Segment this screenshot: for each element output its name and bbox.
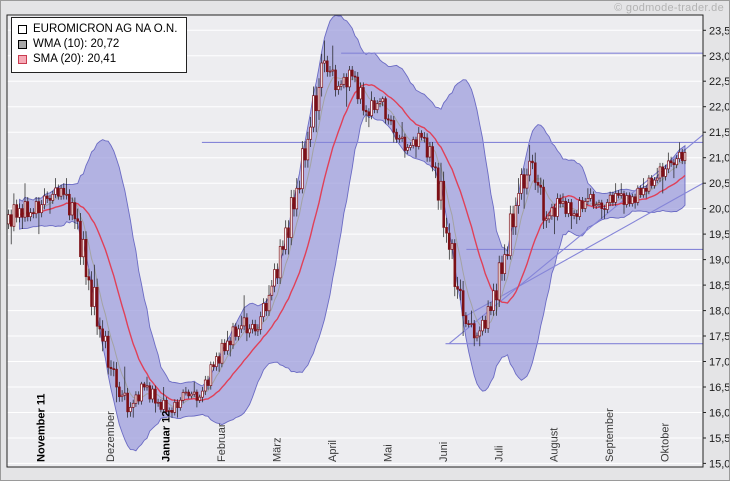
y-axis-tick-label: 21,0 [709,153,730,165]
y-axis-tick-label: 20,5 [709,178,730,190]
y-axis-tick-label: 23,0 [709,51,730,63]
y-axis: 23,5 23,0 22,5 22,0 21,5 21,0 20,5 20,0 19,5 19,0… [703,25,730,470]
legend-row-sma: SMA (20): 20,41 [18,52,177,67]
y-axis-tick-label: 22,5 [709,76,730,88]
y-axis-tick-label: 18,5 [709,280,730,292]
watermark: © godmode-trader.de [614,2,724,14]
y-axis-tick-label: 15,5 [709,433,730,445]
month-label: Juli [493,445,505,462]
month-label: September [604,408,616,462]
y-axis-tick-label: 17,0 [709,357,730,369]
month-label: November 11 [36,394,48,462]
wma-series-swatch-icon [18,40,27,49]
month-label: Februar [216,423,228,462]
y-axis-tick-label: 19,5 [709,229,730,241]
month-label: Juni [438,442,450,462]
y-axis-tick-label: 19,0 [709,255,730,267]
y-axis-tick-label: 23,5 [709,25,730,37]
sma-series-swatch-icon [18,55,27,64]
candles [7,40,687,418]
bollinger-band [19,15,686,452]
y-axis-tick-label: 15,0 [709,458,730,470]
month-label: August [549,428,561,462]
instrument-title: EUROMICRON AG NA O.N. [33,23,178,35]
month-label: April [327,440,339,462]
price-series-swatch-icon [18,25,27,34]
y-axis-tick-label: 18,0 [709,306,730,318]
wma-line [16,77,686,408]
y-axis-tick-label: 21,5 [709,127,730,139]
month-label: Mai [382,444,394,462]
trend-line [466,182,703,317]
month-label: Dezember [105,411,117,462]
sma-line [16,83,686,402]
month-label: März [271,438,283,462]
y-axis-tick-label: 17,5 [709,331,730,343]
y-axis-tick-label: 16,5 [709,382,730,394]
month-label: Oktober [660,423,672,462]
legend: EUROMICRON AG NA O.N. WMA (10): 20,72 SM… [11,17,188,73]
legend-row-price: EUROMICRON AG NA O.N. [18,22,177,37]
month-label: Januar 12 [161,411,173,462]
wma-legend-label: WMA (10): 20,72 [33,38,120,50]
y-axis-tick-label: 16,0 [709,408,730,420]
y-axis-tick-label: 22,0 [709,102,730,114]
y-axis-tick-label: 20,0 [709,204,730,216]
legend-row-wma: WMA (10): 20,72 [18,37,177,52]
sma-legend-label: SMA (20): 20,41 [33,53,117,65]
month-labels: November 11 Dezember Januar 12 Februar März A… [36,394,672,462]
